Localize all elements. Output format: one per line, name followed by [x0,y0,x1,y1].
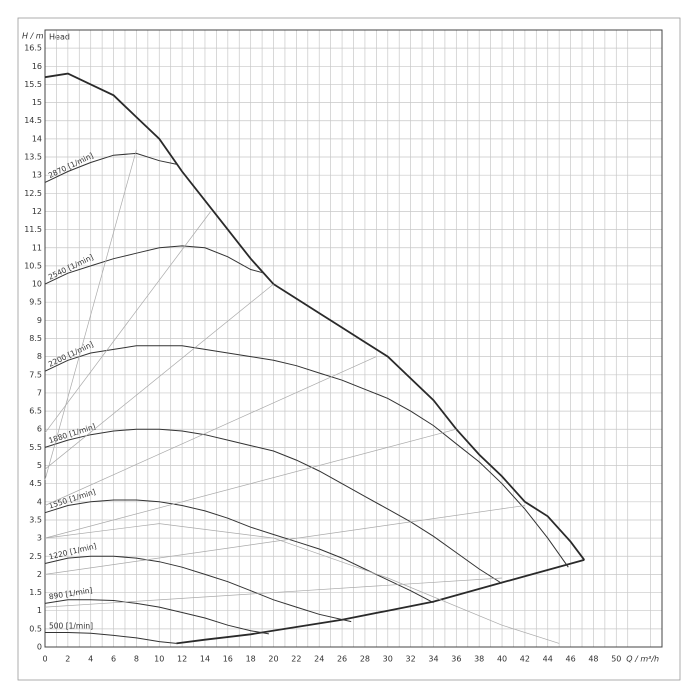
curve-label: 1550 [1/min] [47,487,96,510]
x-tick-label: 22 [291,655,301,664]
y-tick-label: 13.5 [24,153,42,162]
y-tick-label: 5 [37,461,42,470]
x-tick-label: 26 [337,655,347,664]
y-tick-label: 4.5 [29,479,42,488]
y-tick-label: 8 [37,352,42,361]
y-tick-label: 10 [32,280,42,289]
y-tick-label: 1.5 [29,588,42,597]
y-tick-label: 0.5 [29,624,42,633]
x-tick-label: 36 [451,655,461,664]
curve [44,283,274,470]
x-tick-label: 34 [428,655,438,664]
y-tick-label: 9.5 [29,298,42,307]
curve [44,152,177,183]
y-tick-label: 4 [37,497,42,506]
y-tick-label: 5.5 [29,443,42,452]
x-tick-label: 12 [177,655,187,664]
x-tick-label: 16 [223,655,233,664]
x-tick-label: 2 [65,655,70,664]
y-tick-label: 9 [37,316,42,325]
y-tick-label: 0 [37,643,42,652]
x-tick-label: 42 [520,655,530,664]
plot-frame [44,29,663,648]
y-tick-label: 2 [37,570,42,579]
x-tick-label: 30 [383,655,393,664]
y-axis-label: H / m [22,32,44,41]
curve [44,577,503,608]
x-tick-label: 24 [314,655,324,664]
y-tick-label: 16.5 [24,44,42,53]
y-tick-label: 15 [32,98,42,107]
curve-label: 2870 [1/min] [47,151,95,180]
y-tick-label: 12.5 [24,189,42,198]
x-tick-label: 40 [497,655,507,664]
x-tick-label: 14 [200,655,210,664]
curve [44,245,265,285]
curve [44,211,211,434]
annotation: Head [49,33,70,42]
x-tick-label: 18 [246,655,256,664]
y-tick-label: 8.5 [29,334,42,343]
x-tick-label: 44 [543,655,553,664]
curve [176,559,585,645]
x-tick-label: 46 [565,655,575,664]
y-tick-label: 7.5 [29,370,42,379]
curve-label: 500 [1/min] [49,621,93,630]
y-tick-label: 6.5 [29,407,42,416]
curve [44,356,377,506]
y-tick-label: 14 [32,134,42,143]
y-tick-label: 6 [37,425,42,434]
y-tick-label: 16 [32,62,42,71]
curve [44,555,352,623]
curve-label: 890 [1/min] [48,586,93,602]
x-tick-label: 0 [42,655,47,664]
y-tick-label: 11 [32,243,42,252]
x-tick-label: 38 [474,655,484,664]
y-tick-label: 14.5 [24,116,42,125]
curve [44,428,457,539]
y-tick-label: 10.5 [24,261,42,270]
curve [45,632,177,644]
x-tick-label: 20 [268,655,278,664]
y-tick-label: 12 [32,207,42,216]
curve [44,345,569,568]
x-tick-label: 48 [588,655,598,664]
curve [44,149,137,481]
x-tick-label: 4 [88,655,93,664]
x-axis-label: Q / m³/h [626,655,659,664]
x-tick-label: 28 [360,655,370,664]
x-tick-label: 8 [134,655,139,664]
y-tick-label: 7 [37,388,42,397]
curve [44,499,434,604]
y-tick-label: 2.5 [29,552,42,561]
y-tick-label: 11.5 [24,225,42,234]
curve [44,505,525,575]
x-tick-label: 50 [611,655,621,664]
curve [44,72,586,561]
x-tick-label: 10 [154,655,164,664]
y-tick-label: 1 [37,606,42,615]
y-tick-label: 3 [37,534,42,543]
x-tick-label: 6 [111,655,116,664]
x-tick-label: 32 [406,655,416,664]
chart-frame [17,17,681,681]
curve [44,428,503,584]
y-tick-label: 13 [32,171,42,180]
curve [44,599,269,635]
curve-label: 1220 [1/min] [48,541,98,561]
curve [44,523,560,644]
y-tick-label: 3.5 [29,515,42,524]
y-tick-label: 15.5 [24,80,42,89]
